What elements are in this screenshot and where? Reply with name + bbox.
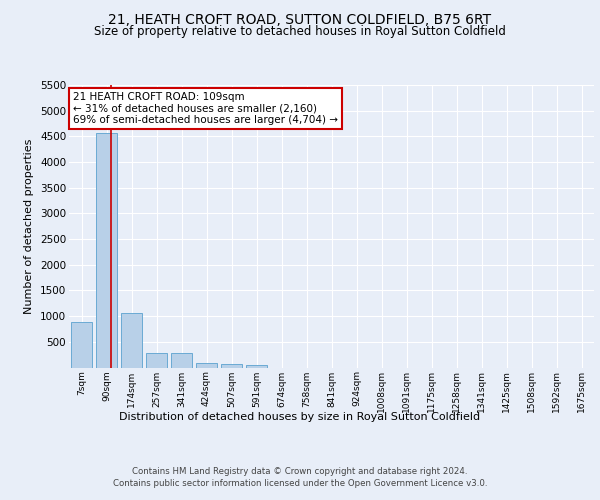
Bar [221,364,242,368]
Y-axis label: Number of detached properties: Number of detached properties [25,138,34,314]
Bar [71,322,92,368]
Bar [121,313,142,368]
Bar [196,364,217,368]
Text: Contains public sector information licensed under the Open Government Licence v3: Contains public sector information licen… [113,478,487,488]
Bar [146,352,167,368]
Bar [171,353,192,368]
Bar [96,134,117,368]
Bar [246,365,267,368]
Text: Distribution of detached houses by size in Royal Sutton Coldfield: Distribution of detached houses by size … [119,412,481,422]
Text: 21 HEATH CROFT ROAD: 109sqm
← 31% of detached houses are smaller (2,160)
69% of : 21 HEATH CROFT ROAD: 109sqm ← 31% of det… [73,92,338,126]
Text: 21, HEATH CROFT ROAD, SUTTON COLDFIELD, B75 6RT: 21, HEATH CROFT ROAD, SUTTON COLDFIELD, … [109,12,491,26]
Text: Size of property relative to detached houses in Royal Sutton Coldfield: Size of property relative to detached ho… [94,25,506,38]
Text: Contains HM Land Registry data © Crown copyright and database right 2024.: Contains HM Land Registry data © Crown c… [132,468,468,476]
